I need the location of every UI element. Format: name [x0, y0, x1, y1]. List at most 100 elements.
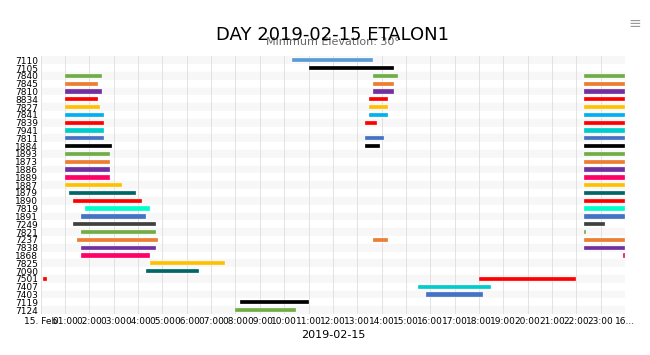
Bar [65, 168, 110, 172]
Bar [584, 121, 625, 125]
Bar [369, 113, 387, 117]
Bar [479, 277, 577, 281]
Bar [584, 238, 625, 242]
Bar [584, 144, 625, 148]
Bar [373, 74, 398, 78]
Bar [69, 191, 136, 195]
Bar [584, 82, 625, 86]
Bar [41, 150, 625, 158]
Bar [150, 261, 226, 266]
Bar [41, 135, 625, 142]
Bar [41, 80, 625, 88]
Bar [373, 89, 394, 94]
Bar [65, 144, 112, 148]
Bar [43, 277, 47, 281]
Bar [584, 168, 625, 172]
Bar [584, 230, 586, 234]
Bar [85, 207, 150, 211]
Bar [65, 105, 99, 109]
Bar [41, 95, 625, 103]
Bar [65, 82, 98, 86]
Bar [365, 144, 380, 148]
Bar [584, 97, 625, 102]
Bar [41, 166, 625, 174]
Bar [41, 228, 625, 236]
Bar [584, 113, 625, 117]
Bar [373, 238, 387, 242]
Bar [41, 236, 625, 244]
Bar [584, 160, 625, 164]
Bar [41, 267, 625, 275]
Bar [41, 158, 625, 166]
Bar [373, 82, 394, 86]
Bar [41, 103, 625, 111]
Bar [77, 238, 159, 242]
Bar [41, 213, 625, 220]
Bar [41, 72, 625, 80]
Bar [41, 88, 625, 95]
Bar [240, 300, 309, 305]
Bar [584, 105, 625, 109]
Bar [41, 174, 625, 181]
Bar [309, 66, 394, 70]
Bar [584, 183, 625, 187]
Bar [65, 136, 103, 141]
Bar [623, 253, 625, 258]
Bar [584, 74, 625, 78]
Bar [584, 129, 625, 133]
Bar [65, 175, 110, 180]
Bar [41, 283, 625, 291]
Bar [41, 189, 625, 197]
Title: DAY 2019-02-15 ETALON1: DAY 2019-02-15 ETALON1 [216, 26, 449, 44]
Bar [369, 105, 387, 109]
X-axis label: 2019-02-15: 2019-02-15 [301, 330, 365, 340]
Bar [41, 205, 625, 213]
Bar [235, 308, 296, 312]
Text: ≡: ≡ [629, 16, 642, 31]
Bar [292, 58, 373, 62]
Bar [584, 222, 604, 226]
Bar [41, 56, 625, 64]
Bar [584, 214, 625, 219]
Bar [41, 111, 625, 119]
Bar [584, 191, 625, 195]
Bar [426, 293, 483, 297]
Bar [365, 136, 383, 141]
Bar [584, 152, 625, 156]
Bar [65, 183, 122, 187]
Bar [41, 64, 625, 72]
Bar [81, 253, 150, 258]
Bar [365, 121, 378, 125]
Bar [584, 246, 625, 250]
Bar [369, 97, 387, 102]
Bar [65, 121, 103, 125]
Bar [584, 199, 625, 203]
Bar [584, 175, 625, 180]
Bar [65, 160, 110, 164]
Bar [81, 230, 157, 234]
Bar [418, 285, 491, 289]
Bar [41, 291, 625, 299]
Bar [41, 127, 625, 135]
Bar [41, 197, 625, 205]
Bar [41, 142, 625, 150]
Bar [81, 246, 157, 250]
Bar [146, 269, 199, 273]
Bar [584, 89, 625, 94]
Bar [41, 275, 625, 283]
Text: Minimum Elevation: 30°: Minimum Elevation: 30° [266, 37, 400, 47]
Bar [584, 207, 625, 211]
Bar [65, 152, 110, 156]
Bar [65, 113, 103, 117]
Bar [41, 181, 625, 189]
Bar [73, 222, 157, 226]
Bar [65, 129, 103, 133]
Bar [73, 199, 142, 203]
Bar [41, 260, 625, 267]
Bar [41, 244, 625, 252]
Bar [65, 74, 101, 78]
Bar [65, 89, 101, 94]
Bar [41, 252, 625, 260]
Bar [65, 97, 98, 102]
Bar [41, 306, 625, 314]
